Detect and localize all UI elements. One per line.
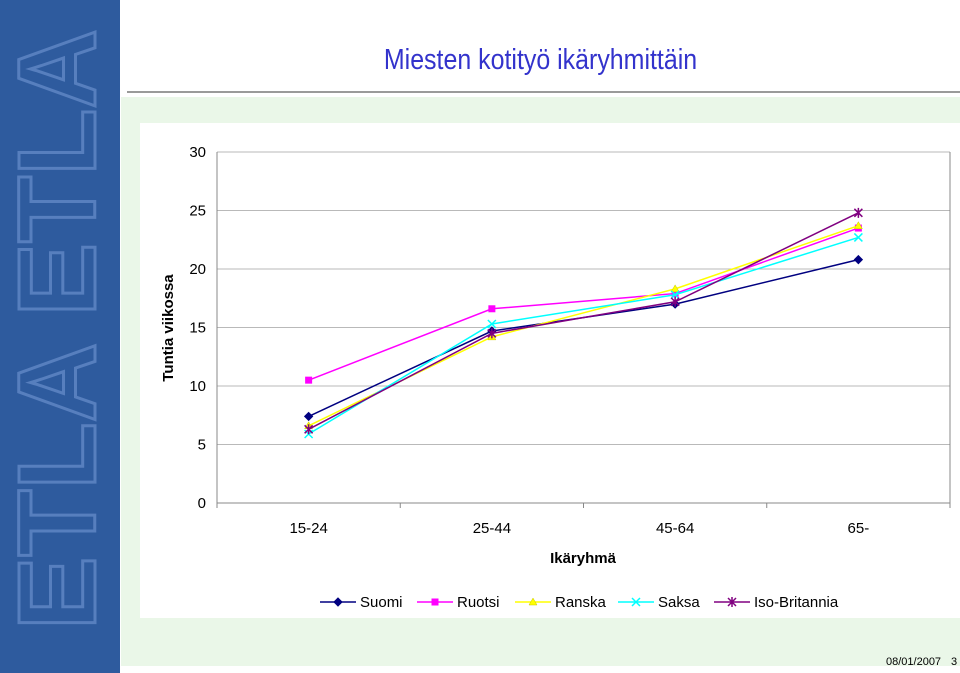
data-point-x [670, 290, 680, 300]
y-tick-label: 30 [189, 144, 206, 161]
slide-title: Miesten kotityö ikäryhmittäin [383, 44, 698, 76]
data-point-diamond [853, 254, 864, 265]
x-tick-label: 65- [848, 520, 870, 537]
x-tick-label: 25-44 [473, 520, 511, 537]
svg-text:ETLA ETLA ETLA: ETLA ETLA ETLA [0, 0, 119, 630]
y-tick-label: 0 [198, 495, 206, 512]
data-point-x [631, 597, 641, 607]
chart-panel [140, 123, 960, 618]
data-point-triangle [670, 284, 680, 293]
y-tick-label: 25 [189, 203, 206, 220]
legend-label: Iso-Britannia [754, 594, 839, 611]
legend-label: Ruotsi [457, 594, 500, 611]
data-point-square [488, 305, 496, 313]
x-axis-label: Ikäryhmä [550, 550, 617, 567]
data-point-square [431, 598, 439, 606]
y-tick-label: 20 [189, 261, 206, 278]
data-point-star [727, 597, 737, 607]
etla-sidebar: ETLA ETLA ETLA [0, 0, 120, 673]
y-tick-label: 15 [189, 320, 206, 337]
y-tick-label: 5 [198, 437, 206, 454]
data-point-star [304, 424, 314, 435]
data-point-triangle [528, 597, 538, 606]
legend-label: Suomi [360, 594, 403, 611]
data-point-diamond [303, 411, 314, 422]
title-divider [127, 91, 960, 93]
data-point-x [853, 232, 863, 242]
title-bar: Miesten kotityö ikäryhmittäin [121, 0, 960, 92]
data-point-star [670, 296, 680, 307]
data-point-star [487, 328, 497, 339]
series-line [308, 258, 859, 418]
data-point-square [671, 290, 679, 298]
x-tick-label: 15-24 [289, 520, 327, 537]
footer-date: 08/01/2007 [886, 656, 942, 668]
series-line [308, 212, 859, 430]
data-point-x [487, 319, 497, 329]
series-line [308, 227, 859, 381]
y-axis-label: Tuntia viikossa [160, 274, 177, 382]
etla-logo-watermark: ETLA ETLA ETLA [0, 0, 120, 632]
series-line [308, 236, 859, 435]
x-tick-label: 45-64 [656, 520, 694, 537]
data-point-triangle [853, 221, 863, 229]
series-line [308, 225, 859, 427]
data-point-diamond [333, 597, 343, 607]
data-point-square [305, 376, 313, 384]
legend-label: Saksa [658, 594, 700, 611]
legend-label: Ranska [555, 594, 607, 611]
page-number: 3 [951, 656, 958, 668]
y-tick-label: 10 [189, 378, 206, 395]
data-point-star [853, 207, 863, 218]
